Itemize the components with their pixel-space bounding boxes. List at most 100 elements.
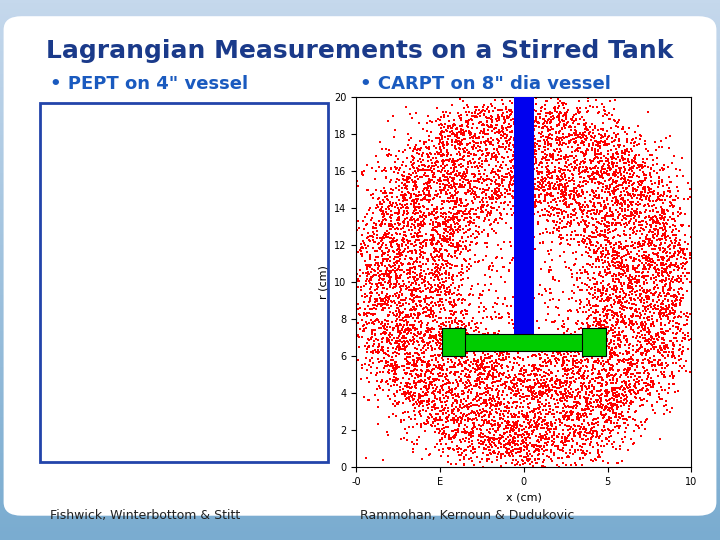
Point	[619, 204, 631, 213]
Point	[565, 115, 577, 124]
Point	[490, 216, 502, 225]
Point	[503, 312, 515, 321]
Point	[647, 338, 659, 347]
Point	[432, 261, 444, 269]
Point	[470, 393, 482, 401]
Point	[513, 412, 525, 421]
Point	[639, 225, 650, 234]
Point	[480, 367, 491, 375]
Point	[676, 222, 688, 231]
Point	[409, 381, 420, 390]
Point	[603, 224, 614, 233]
Point	[497, 176, 508, 185]
Point	[412, 146, 423, 154]
Point	[478, 444, 490, 453]
Point	[627, 326, 639, 334]
Point	[397, 334, 409, 343]
Point	[492, 367, 503, 376]
Point	[534, 161, 545, 170]
Point	[665, 222, 676, 231]
Point	[509, 429, 521, 437]
Point	[540, 386, 552, 394]
Point	[536, 180, 548, 189]
Point	[382, 311, 393, 320]
Point	[420, 368, 432, 376]
Point	[616, 371, 627, 380]
Point	[431, 271, 442, 280]
Point	[685, 248, 696, 257]
Point	[669, 252, 680, 260]
Point	[454, 226, 466, 235]
Point	[629, 278, 641, 286]
Point	[598, 111, 609, 120]
Point	[437, 365, 449, 374]
Point	[604, 190, 616, 199]
Point	[356, 361, 368, 369]
Point	[555, 339, 567, 348]
Point	[648, 309, 660, 318]
Point	[598, 312, 610, 320]
Point	[419, 370, 431, 379]
Point	[658, 268, 670, 276]
Point	[358, 171, 369, 179]
Point	[472, 355, 484, 364]
Point	[379, 193, 390, 201]
Point	[514, 353, 526, 362]
Point	[648, 352, 660, 361]
Point	[472, 212, 483, 221]
Point	[456, 361, 468, 370]
Point	[441, 138, 453, 146]
Point	[580, 398, 592, 407]
Point	[584, 400, 595, 409]
Point	[515, 380, 526, 388]
Point	[433, 115, 444, 124]
Point	[669, 221, 680, 230]
Point	[577, 148, 589, 157]
Point	[353, 277, 364, 286]
Point	[433, 237, 445, 246]
Point	[595, 317, 607, 326]
Point	[387, 324, 399, 333]
Point	[449, 159, 460, 167]
Point	[512, 417, 523, 426]
Point	[377, 322, 389, 330]
Point	[563, 139, 575, 147]
Point	[575, 442, 586, 451]
Point	[549, 105, 560, 114]
Point	[400, 326, 411, 335]
Point	[600, 417, 611, 426]
Point	[552, 444, 564, 453]
Point	[413, 297, 425, 306]
Point	[612, 140, 624, 149]
Point	[380, 328, 392, 337]
Point	[570, 152, 582, 160]
Point	[635, 343, 647, 352]
Point	[502, 440, 513, 448]
Point	[546, 436, 558, 445]
Point	[455, 197, 467, 205]
Point	[531, 117, 543, 126]
Point	[408, 185, 419, 193]
Point	[426, 381, 438, 389]
Point	[536, 376, 547, 384]
Point	[652, 253, 664, 261]
Point	[644, 374, 656, 382]
Point	[498, 158, 509, 166]
Point	[415, 355, 427, 364]
Point	[552, 461, 563, 469]
Point	[590, 307, 602, 315]
Point	[500, 137, 512, 146]
Point	[574, 130, 585, 138]
Point	[513, 407, 525, 416]
Point	[605, 352, 616, 361]
Point	[544, 388, 555, 396]
Point	[567, 364, 579, 373]
Point	[639, 379, 650, 388]
Point	[605, 326, 616, 334]
Point	[394, 247, 405, 256]
Point	[672, 208, 684, 217]
Point	[434, 372, 446, 380]
Point	[426, 251, 437, 259]
Point	[527, 384, 539, 393]
Point	[391, 319, 402, 328]
